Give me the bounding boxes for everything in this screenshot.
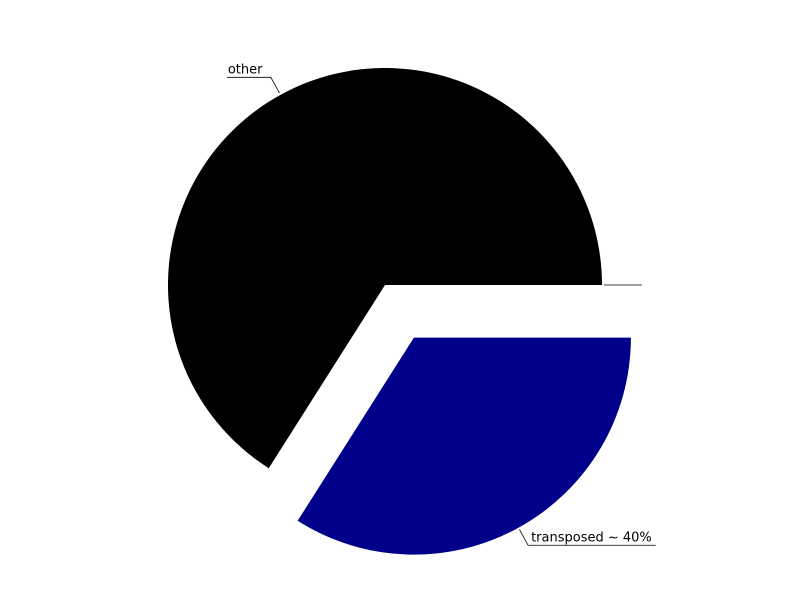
pie-labels: other transposed ~ 40% (226, 62, 656, 546)
pie-slice-other (168, 67, 603, 469)
pie-label-other: other (228, 62, 263, 77)
pie-label-transposed-40: transposed ~ 40% (531, 530, 652, 545)
leader-line-transposed-40 (519, 529, 656, 546)
leader-line-other (226, 76, 280, 94)
pie-slice-transposed-40 (297, 337, 631, 555)
pie-slices (168, 67, 631, 555)
